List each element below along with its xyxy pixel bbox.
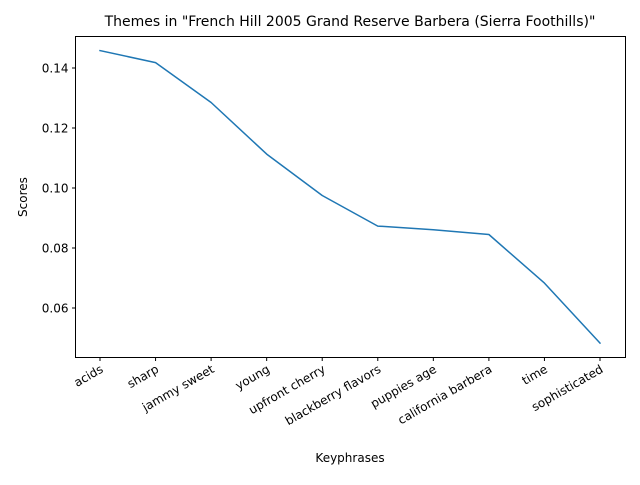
y-tick-label: 0.12 xyxy=(42,122,69,136)
series-line xyxy=(99,49,602,345)
y-tick-label: 0.10 xyxy=(42,182,69,196)
x-tick-label: young xyxy=(233,362,272,393)
plot-frame xyxy=(75,36,626,358)
y-axis-label: Scores xyxy=(16,177,30,217)
y-axis-ticks: 0.06 0.08 0.10 0.12 0.14 xyxy=(42,62,76,316)
x-tick-label: california barbera xyxy=(395,362,494,427)
y-tick-label: 0.06 xyxy=(42,302,69,316)
y-tick-label: 0.14 xyxy=(42,62,69,76)
x-tick-label: blackberry flavors xyxy=(283,362,384,428)
y-tick-label: 0.08 xyxy=(42,242,69,256)
x-tick-label: sharp xyxy=(125,362,161,391)
chart-title: Themes in "French Hill 2005 Grand Reserv… xyxy=(104,14,596,30)
x-tick-label: acids xyxy=(72,362,106,390)
x-tick-label: time xyxy=(519,362,549,388)
series-group xyxy=(99,49,602,345)
x-axis-label: Keyphrases xyxy=(315,451,384,465)
